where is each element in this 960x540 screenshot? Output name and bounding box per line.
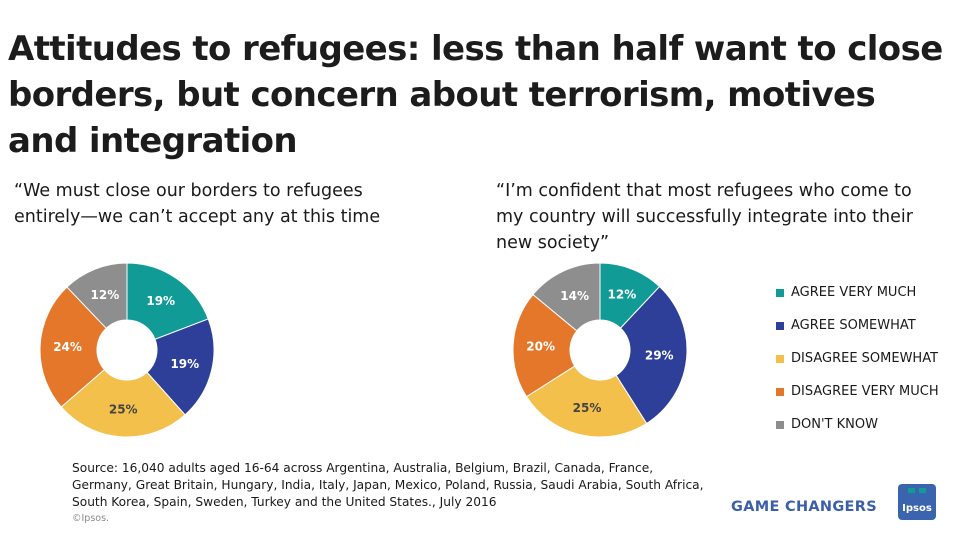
- legend-label: AGREE SOMEWHAT: [791, 318, 916, 333]
- slice-value-label-dont-know: 14%: [560, 289, 589, 303]
- donut-slice-agree-very-much: [126, 262, 209, 340]
- legend-swatch: [776, 387, 784, 396]
- slice-value-label-disagree-very-much: 24%: [53, 340, 82, 354]
- donut-slice-disagree-somewhat: [525, 365, 648, 438]
- slice-value-label-dont-know: 12%: [91, 288, 120, 302]
- donut-slice-dont-know: [532, 262, 601, 332]
- chart-title-close-borders: “We must close our borders to refugees e…: [14, 181, 381, 227]
- slice-value-label-disagree-somewhat: 25%: [109, 402, 138, 416]
- legend-swatch: [776, 354, 784, 363]
- legend-item-agree-somewhat: AGREE SOMEWHAT: [776, 309, 956, 342]
- legend-item-agree-very-much: AGREE VERY MUCH: [776, 276, 956, 309]
- chart-legend: AGREE VERY MUCH AGREE SOMEWHAT DISAGREE …: [776, 276, 956, 441]
- footer-brand-tagline: GAME CHANGERS: [731, 499, 877, 515]
- ipsos-logo-icon: Ipsos: [898, 484, 936, 520]
- slice-value-label-disagree-very-much: 20%: [526, 339, 555, 353]
- legend-item-disagree-somewhat: DISAGREE SOMEWHAT: [776, 342, 956, 375]
- legend-label: AGREE VERY MUCH: [791, 285, 917, 300]
- chart-title-integration: “I’m confident that most refugees who co…: [496, 181, 913, 253]
- logo-text: Ipsos: [902, 503, 932, 514]
- legend-label: DON'T KNOW: [791, 417, 878, 432]
- slice-value-label-agree-somewhat: 19%: [170, 357, 199, 371]
- slice-value-label-agree-somewhat: 29%: [645, 349, 674, 363]
- legend-swatch: [776, 321, 784, 330]
- legend-label: DISAGREE VERY MUCH: [791, 384, 939, 399]
- donut-chart-close-borders: 19% 19% 25% 24% 12%: [39, 262, 215, 438]
- slice-value-label-agree-very-much: 19%: [146, 294, 175, 308]
- legend-label: DISAGREE SOMEWHAT: [791, 351, 939, 366]
- donut-chart-integration: 12% 29% 25% 20% 14%: [512, 262, 688, 438]
- legend-item-dont-know: DON'T KNOW: [776, 408, 956, 441]
- donut-slice-dont-know: [66, 262, 128, 329]
- copyright-notice: ©Ipsos.: [72, 513, 110, 524]
- source-note: Source: 16,040 adults aged 16-64 across …: [72, 461, 704, 509]
- legend-swatch: [776, 288, 784, 297]
- donut-slice-disagree-very-much: [512, 293, 578, 398]
- slice-value-label-disagree-somewhat: 25%: [573, 401, 602, 415]
- legend-item-disagree-very-much: DISAGREE VERY MUCH: [776, 375, 956, 408]
- legend-swatch: [776, 420, 784, 429]
- donut-slice-disagree-very-much: [39, 286, 108, 408]
- donut-slice-disagree-somewhat: [60, 368, 186, 438]
- donut-slice-agree-somewhat: [615, 285, 688, 425]
- slice-value-label-agree-very-much: 12%: [608, 288, 637, 302]
- page-title: Attitudes to refugees: less than half wa…: [8, 29, 943, 161]
